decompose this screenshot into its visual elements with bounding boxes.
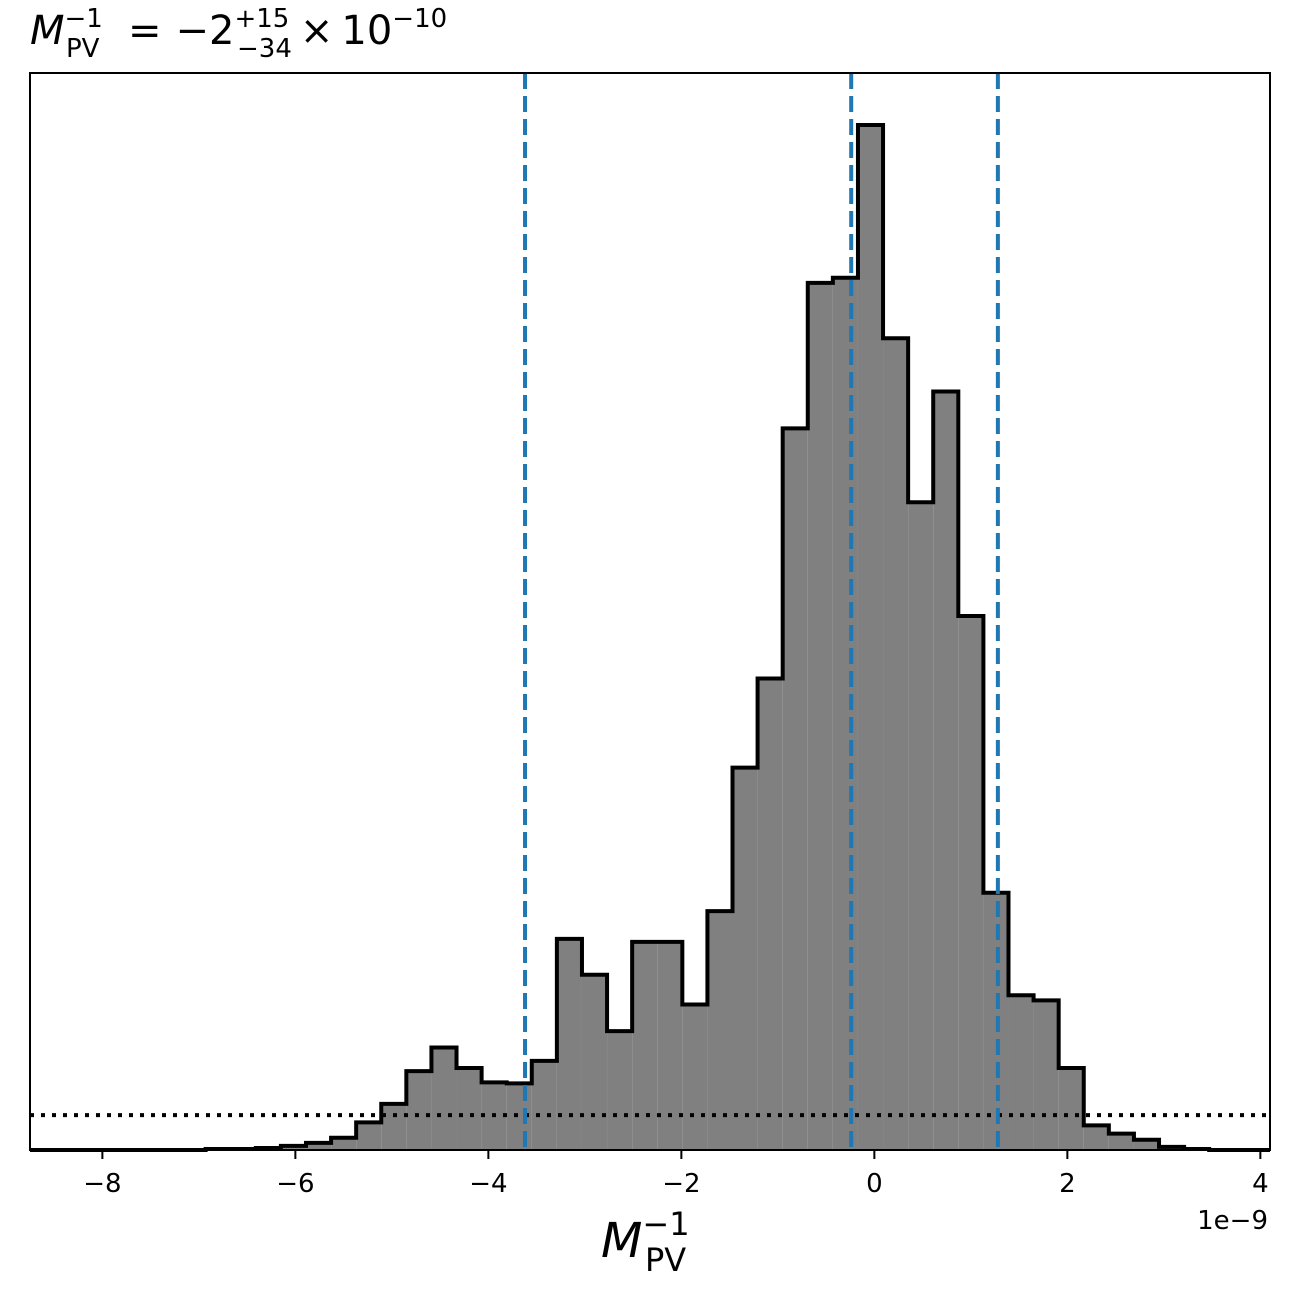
histogram-bar [1108,1133,1134,1150]
histogram-bar [1008,995,1034,1150]
xlabel-sup: −1 [642,1205,689,1243]
x-tick-label: 4 [1252,1169,1269,1199]
histogram-bar [305,1142,332,1150]
histogram-bar [1133,1139,1160,1150]
histogram-bar [933,391,959,1150]
title-equals: = [128,8,162,54]
xlabel-base: M [601,1213,642,1269]
title-err-plus: +15 [234,4,289,34]
histogram-bar [331,1137,357,1150]
x-tick-label: −6 [276,1169,314,1199]
histogram-bar [381,1103,407,1150]
histogram-bar [632,941,658,1150]
histogram-bar [883,338,909,1150]
histogram-bar [682,1004,708,1150]
histogram-bar [782,428,808,1150]
histogram-bar [456,1068,482,1150]
histogram-bar [356,1122,382,1150]
title-lhs-base: M [30,8,65,54]
histogram-bar [857,125,884,1150]
histogram-bar [1033,1000,1059,1150]
x-tick-label: 0 [866,1169,883,1199]
histogram-bar [531,1060,557,1150]
x-offset-label: 1e−9 [1197,1206,1268,1236]
histogram-bar [581,974,608,1150]
histogram-bar [1058,1068,1084,1150]
histogram-bar [908,502,934,1150]
histogram-bar [607,1031,633,1150]
title-times: × [300,8,334,54]
histogram-bar [431,1047,457,1150]
title-err-minus: −34 [237,34,292,64]
title-exp-power: −10 [392,4,447,34]
histogram-bar [807,282,833,1151]
svg-text:M−1PV=−2+15−34×10−10: M−1 PV = −2+15 −34 × 10−10 [30,4,447,64]
title-value: −2 [176,8,235,54]
chart-title: M−1 PV = −2+15 −34 × 10−10 [30,4,447,64]
histogram-bar [707,911,733,1150]
svg-text:M−1PV: M−1 PV [601,1205,690,1279]
x-axis-ticks: −8 −6 −4 −2 0 2 4 [83,1150,1269,1199]
x-tick-label: −2 [662,1169,700,1199]
histogram-bar [657,941,683,1150]
histogram-bar [732,767,758,1150]
plot-frame [29,72,1271,1151]
histogram-bar [1083,1125,1109,1150]
histogram-bar [832,277,858,1151]
histogram [30,123,1270,1152]
title-lhs-sub: PV [66,34,100,64]
histogram-bar [280,1145,306,1150]
x-axis-label: M−1 PV [601,1205,690,1279]
histogram-bar [556,938,582,1150]
x-tick-label: −4 [469,1169,507,1199]
histogram-bar [406,1071,432,1150]
histogram-bar [757,678,783,1150]
title-lhs-sup: −1 [65,4,103,34]
histogram-bar [958,615,984,1150]
quantile-lines [523,73,1000,1150]
x-tick-label: −8 [83,1169,121,1199]
title-exp-base: 10 [341,8,392,54]
x-tick-label: 2 [1059,1169,1076,1199]
histogram-outline [30,123,1270,1152]
xlabel-sub: PV [645,1241,686,1279]
